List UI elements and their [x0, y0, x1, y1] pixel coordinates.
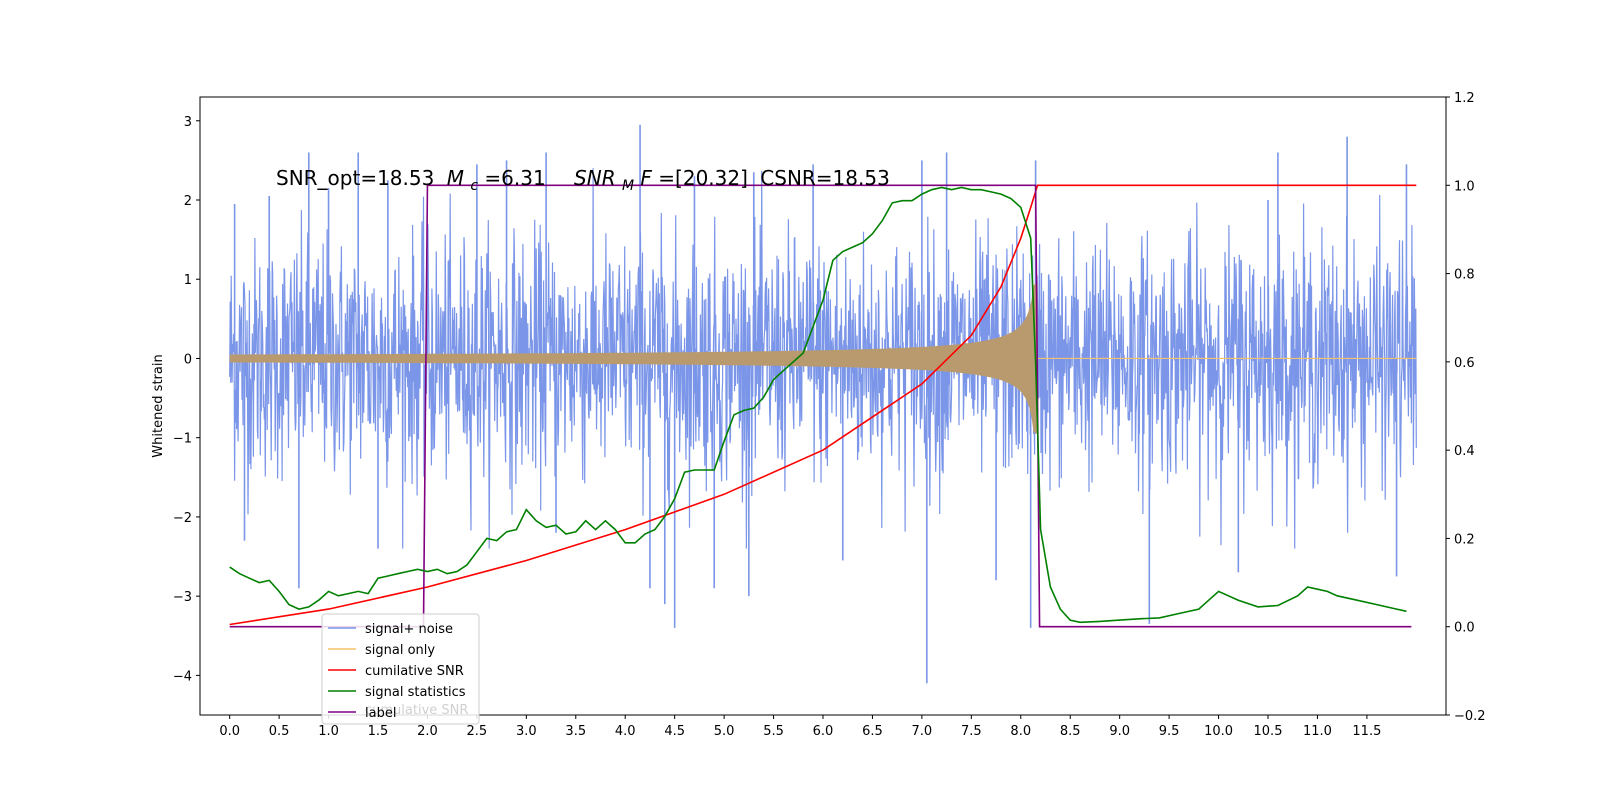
- y-left-tick-label: 2: [184, 194, 192, 209]
- y-left-tick-label: −4: [173, 669, 192, 684]
- x-tick-label: 6.5: [862, 724, 883, 739]
- y-right-tick-label: 1.0: [1454, 179, 1475, 194]
- x-tick-label: 4.0: [615, 724, 636, 739]
- annotation-snrmf-val: =[20.32]: [658, 166, 748, 190]
- annotation-snr-opt: SNR_opt=18.53: [276, 166, 434, 190]
- annotation-mc-var: M: [447, 166, 464, 190]
- y-right-tick-label: 0.6: [1454, 356, 1475, 371]
- y-right-tick-label: 0.8: [1454, 268, 1475, 283]
- annotation-snrmf-sub: M: [622, 178, 634, 194]
- x-tick-label: 4.5: [664, 724, 685, 739]
- x-tick-label: 6.0: [813, 724, 834, 739]
- y-left-tick-label: −3: [173, 590, 192, 605]
- x-tick-label: 9.0: [1109, 724, 1130, 739]
- legend-shadow-text: cumulative SNR: [365, 703, 468, 718]
- x-tick-label: 3.5: [565, 724, 586, 739]
- x-tick-label: 10.5: [1254, 724, 1283, 739]
- y-axis-right: 1.2 1.0 0.8 0.6 0.4 0.2 0.0 −0.2: [1446, 91, 1486, 724]
- legend: cumulative SNR signal+ noise signal only cu…: [321, 613, 480, 725]
- x-tick-label: 3.0: [516, 724, 537, 739]
- annotation-mc-sub: c: [470, 178, 478, 194]
- x-tick-label: 2.5: [467, 724, 488, 739]
- annotation-csnr: CSNR=18.53: [760, 166, 890, 190]
- x-tick-label: 8.0: [1010, 724, 1031, 739]
- y-right-tick-label: −0.2: [1454, 709, 1486, 724]
- x-tick-label: 7.0: [912, 724, 933, 739]
- y-left-tick-label: 3: [184, 115, 192, 130]
- x-tick-label: 0.5: [269, 724, 290, 739]
- x-tick-label: 1.5: [368, 724, 389, 739]
- y-right-tick-label: 1.2: [1454, 91, 1475, 106]
- legend-entry-label: cumilative SNR: [365, 664, 464, 679]
- y-left-tick-label: −2: [173, 511, 192, 526]
- legend-entry-label: signal+ noise: [365, 622, 453, 637]
- y-axis-left: 3 2 1 0 −1 −2 −3 −4: [173, 115, 200, 684]
- legend-entry-label: label: [365, 706, 396, 721]
- y-left-tick-label: 0: [184, 352, 192, 367]
- series-signal-statistics: [229, 186, 1407, 624]
- annotation-mc-val: =6.31: [484, 166, 545, 190]
- y-left-tick-label: −1: [173, 432, 192, 447]
- x-tick-label: 10.0: [1204, 724, 1233, 739]
- y-left-tick-label: 1: [184, 273, 192, 288]
- annotation-snrmf-var: SNR: [574, 166, 616, 190]
- y-right-tick-label: 0.4: [1454, 444, 1475, 459]
- legend-entry-label: signal only: [365, 643, 435, 658]
- x-tick-label: 7.5: [961, 724, 982, 739]
- legend-box: [321, 613, 480, 725]
- y-right-tick-label: 0.2: [1454, 532, 1475, 547]
- plot-area: [229, 124, 1417, 684]
- x-tick-label: 11.0: [1303, 724, 1332, 739]
- y-axis-label: Whitened strain: [151, 354, 166, 457]
- x-tick-label: 5.0: [714, 724, 735, 739]
- annotation-snrmf-var2: F: [640, 166, 652, 190]
- series-signal-only: [229, 283, 1038, 434]
- y-right-tick-label: 0.0: [1454, 621, 1475, 636]
- x-tick-label: 2.0: [417, 724, 438, 739]
- x-tick-label: 5.5: [763, 724, 784, 739]
- x-tick-label: 8.5: [1060, 724, 1081, 739]
- snr-annotation: SNR_opt=18.53 M c =6.31 SNR M F =[20.32]…: [276, 166, 890, 195]
- x-axis: 0.0 0.5 1.0 1.5 2.0 2.5 3.0 3.5 4.0 4.5 5.0 5.5 6.0 6…: [219, 715, 1381, 739]
- x-tick-label: 1.0: [318, 724, 339, 739]
- x-tick-label: 9.5: [1159, 724, 1180, 739]
- x-tick-label: 11.5: [1352, 724, 1381, 739]
- legend-entry-label: signal statistics: [365, 685, 466, 700]
- x-tick-label: 0.0: [219, 724, 240, 739]
